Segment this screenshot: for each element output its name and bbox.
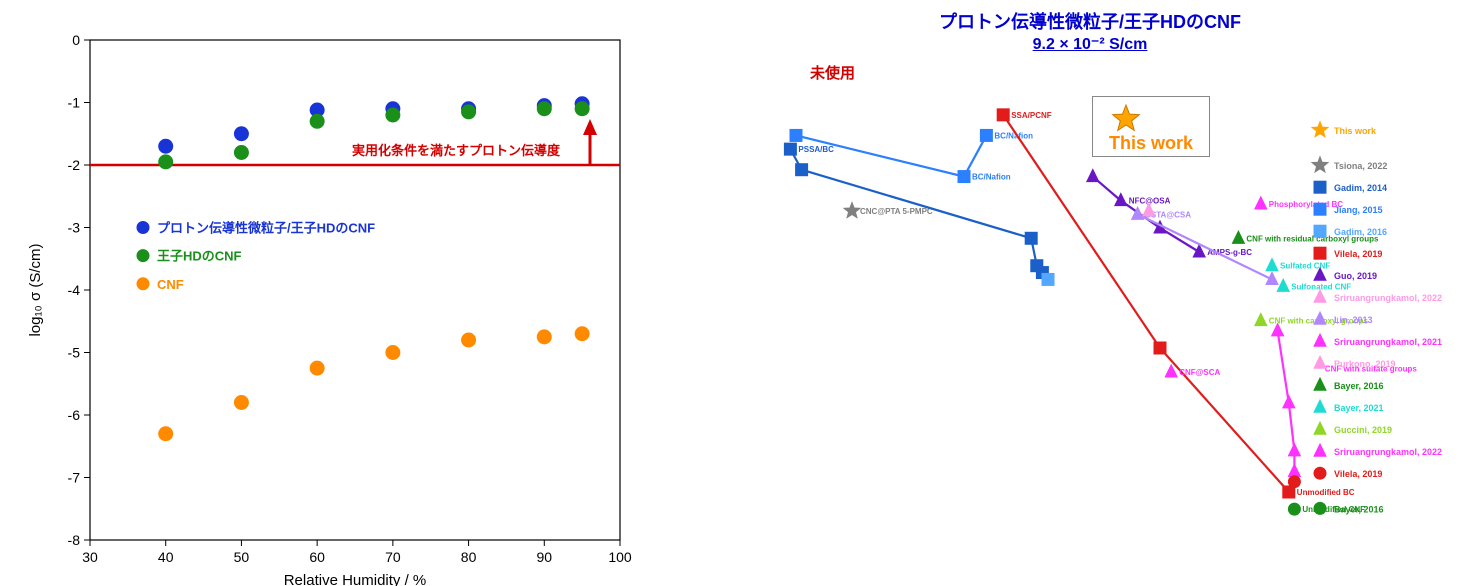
svg-text:Gadim, 2014: Gadim, 2014	[1334, 183, 1387, 193]
svg-text:Gadim, 2016: Gadim, 2016	[1334, 227, 1387, 237]
svg-text:Bayer, 2016: Bayer, 2016	[1334, 504, 1384, 514]
svg-text:Unmodified BC: Unmodified BC	[1297, 488, 1355, 497]
svg-text:-5: -5	[68, 345, 81, 361]
svg-text:Purkono, 2019: Purkono, 2019	[1334, 359, 1396, 369]
left-chart-panel: 30 40 50 60 70 80 90 100 -8 -7 -6 -5 -4 -3 -2 -1 0 Relati…	[0, 0, 680, 586]
svg-text:This work: This work	[1334, 126, 1377, 136]
svg-text:Sulfated CNF: Sulfated CNF	[1280, 262, 1330, 271]
svg-text:実用化条件を満たすプロトン伝導度: 実用化条件を満たすプロトン伝導度	[352, 143, 561, 158]
svg-text:SSA/PCNF: SSA/PCNF	[1011, 111, 1052, 120]
svg-text:-4: -4	[68, 282, 81, 298]
svg-text:Guo, 2019: Guo, 2019	[1334, 271, 1377, 281]
svg-text:CNF: CNF	[157, 277, 184, 292]
svg-text:-7: -7	[68, 470, 81, 486]
svg-text:NFC@OSA: NFC@OSA	[1129, 197, 1171, 206]
svg-text:50: 50	[234, 549, 250, 565]
svg-text:Jiang, 2015: Jiang, 2015	[1334, 205, 1383, 215]
svg-text:Sriruangrungkamol, 2022: Sriruangrungkamol, 2022	[1334, 293, 1442, 303]
svg-text:-2: -2	[68, 157, 81, 173]
svg-text:PSSA/BC: PSSA/BC	[798, 145, 834, 154]
svg-text:Sulfonated CNF: Sulfonated CNF	[1291, 282, 1351, 291]
svg-text:Relative Humidity / %: Relative Humidity / %	[284, 572, 427, 586]
svg-text:-1: -1	[68, 95, 81, 111]
svg-text:Sriruangrungkamol, 2022: Sriruangrungkamol, 2022	[1334, 447, 1442, 457]
svg-text:80: 80	[461, 549, 477, 565]
svg-text:Lin, 2013: Lin, 2013	[1334, 315, 1373, 325]
svg-text:Bayer, 2016: Bayer, 2016	[1334, 381, 1384, 391]
svg-text:CNC@PTA 5-PMPC: CNC@PTA 5-PMPC	[860, 207, 933, 216]
svg-text:Guccini, 2019: Guccini, 2019	[1334, 425, 1392, 435]
svg-text:Bayer, 2021: Bayer, 2021	[1334, 403, 1384, 413]
svg-text:プロトン伝導性微粒子/王子HDのCNF: プロトン伝導性微粒子/王子HDのCNF	[157, 221, 375, 236]
svg-text:40: 40	[158, 549, 174, 565]
svg-text:90: 90	[536, 549, 552, 565]
svg-text:Sriruangrungkamol, 2021: Sriruangrungkamol, 2021	[1334, 337, 1442, 347]
svg-text:-3: -3	[68, 220, 81, 236]
svg-text:BC/Nafion: BC/Nafion	[972, 173, 1011, 182]
svg-text:100: 100	[608, 549, 632, 565]
svg-text:60: 60	[309, 549, 325, 565]
svg-text:Tsiona, 2022: Tsiona, 2022	[1334, 161, 1387, 171]
svg-text:王子HDのCNF: 王子HDのCNF	[157, 249, 242, 264]
svg-text:-6: -6	[68, 407, 81, 423]
svg-text:-8: -8	[68, 532, 81, 548]
svg-text:Vilela, 2019: Vilela, 2019	[1334, 469, 1382, 479]
svg-text:BC/Nafion: BC/Nafion	[994, 131, 1033, 140]
svg-text:30: 30	[82, 549, 98, 565]
svg-text:0: 0	[72, 32, 80, 48]
svg-text:Phosphorylated BC: Phosphorylated BC	[1269, 200, 1343, 209]
svg-text:CNF@SCA: CNF@SCA	[1179, 368, 1220, 377]
right-chart-panel: プロトン伝導性微粒子/王子HDのCNF 9.2 × 10⁻² S/cm 未使用 …	[680, 0, 1472, 586]
svg-text:log₁₀ σ (S/cm): log₁₀ σ (S/cm)	[27, 243, 44, 336]
svg-text:Vilela, 2019: Vilela, 2019	[1334, 249, 1382, 259]
svg-text:70: 70	[385, 549, 401, 565]
